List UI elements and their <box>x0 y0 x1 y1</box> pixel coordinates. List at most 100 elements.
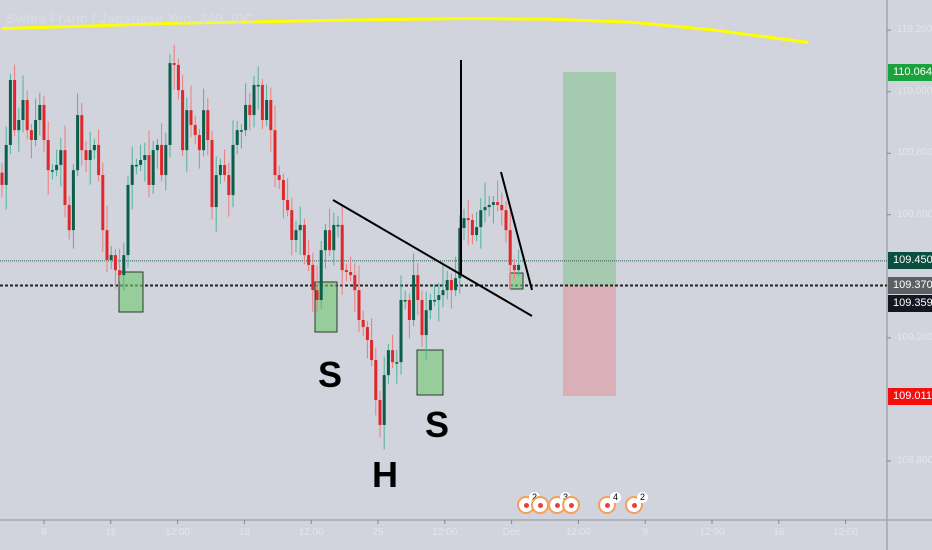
x-tick-label: 12:00 <box>432 527 458 538</box>
candle-body <box>80 115 84 151</box>
candle-body <box>479 210 483 228</box>
candle-body <box>134 164 138 167</box>
candle-body <box>231 144 235 196</box>
support-zone-box <box>509 272 524 290</box>
candle-body <box>277 175 281 181</box>
candle-body <box>319 250 323 301</box>
candle-body <box>332 224 336 251</box>
candle-body <box>412 275 416 321</box>
candle-body <box>164 144 168 176</box>
candle-body <box>168 63 172 145</box>
candle-body <box>4 144 8 185</box>
x-tick-label: 12:00 <box>565 527 591 538</box>
candle-body <box>176 64 180 91</box>
candle-body <box>59 150 63 165</box>
candle-body <box>298 224 302 231</box>
candle-body <box>130 164 134 185</box>
candle-body <box>29 130 33 141</box>
candle-body <box>38 104 42 121</box>
candle-body <box>470 220 474 236</box>
candle-body <box>483 207 487 211</box>
candle-body <box>454 278 458 291</box>
candle-body <box>109 255 113 261</box>
candle-body <box>34 120 38 141</box>
candle-body <box>0 172 4 185</box>
candle-body <box>349 272 353 276</box>
candle-body <box>105 230 109 261</box>
position-profit-zone <box>563 72 616 286</box>
candle-body <box>323 230 327 251</box>
x-tick-label: 18 <box>238 527 250 538</box>
candle-body <box>290 210 294 241</box>
candle-body <box>252 84 256 116</box>
x-tick-label: 12:00 <box>699 527 725 538</box>
candle-body <box>286 200 290 211</box>
price-label: 109.370 <box>888 277 932 295</box>
candle-body <box>256 84 260 87</box>
candle-body <box>344 270 348 273</box>
candle-body <box>189 110 193 125</box>
candle-body <box>382 375 386 425</box>
candle-body <box>223 164 227 176</box>
candle-body <box>88 150 92 161</box>
price-label: 109.011 <box>888 387 932 405</box>
candle-body <box>462 218 466 229</box>
economic-event-icon[interactable] <box>562 496 580 514</box>
candle-body <box>441 290 445 296</box>
candle-body <box>239 130 243 132</box>
candle-body <box>407 300 411 321</box>
candle-body <box>218 164 222 176</box>
candle-body <box>17 120 21 131</box>
candle-body <box>50 170 54 172</box>
candle-body <box>244 104 248 131</box>
candle-body <box>403 300 407 302</box>
candle-body <box>311 264 315 291</box>
economic-event-icon[interactable] <box>531 496 549 514</box>
candle-body <box>395 362 399 364</box>
moving-average-line <box>1 16 809 44</box>
candle-body <box>458 228 462 279</box>
y-tick-label: 110.000 <box>897 85 932 97</box>
y-tick-label: 110.200 <box>897 24 932 36</box>
candle-body <box>269 100 273 131</box>
x-tick-label: 25 <box>372 527 384 538</box>
candle-body <box>235 130 239 145</box>
candle-body <box>281 180 285 201</box>
economic-event-icon[interactable]: 2 <box>625 492 648 514</box>
symbol-title: Swiss Franc / Japanese Yen, 240, IDC <box>6 10 255 26</box>
candle-body <box>475 227 479 236</box>
candle-body <box>445 280 449 291</box>
candle-body <box>487 204 491 208</box>
price-label: 109.450 <box>888 252 932 270</box>
event-count: 4 <box>610 492 621 503</box>
x-tick-label: 12:00 <box>165 527 191 538</box>
candle-body <box>315 290 319 301</box>
candle-body <box>67 204 71 231</box>
y-tick-label: 108.800 <box>897 454 932 466</box>
candle-body <box>210 140 214 208</box>
pullback-trendline <box>500 171 533 291</box>
candle-body <box>370 340 374 361</box>
candle-body <box>21 100 25 121</box>
candle-body <box>420 300 424 336</box>
candle-body <box>197 135 201 151</box>
neckline-trendline <box>332 199 533 317</box>
candle-body <box>307 255 311 265</box>
candle-body <box>101 175 105 231</box>
candle-body <box>491 202 495 205</box>
candle-body <box>361 320 365 328</box>
candle-body <box>433 300 437 302</box>
candle-body <box>193 124 197 136</box>
x-tick-label: 11 <box>105 527 116 538</box>
candle-body <box>374 360 378 401</box>
candle-body <box>496 202 500 205</box>
candle-body <box>265 100 269 121</box>
position-loss-zone <box>563 285 616 397</box>
candle-body <box>84 150 88 161</box>
economic-event-icon[interactable]: 4 <box>598 492 621 514</box>
candle-body <box>378 400 382 425</box>
support-zone-box <box>118 271 144 313</box>
candle-body <box>71 170 75 231</box>
candle-body <box>202 110 206 151</box>
